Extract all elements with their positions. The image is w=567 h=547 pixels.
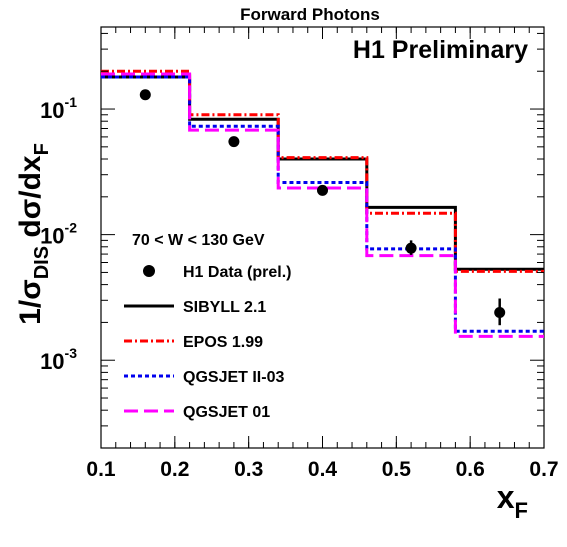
chart-title: Forward Photons xyxy=(240,5,380,24)
legend-label: QGSJET 01 xyxy=(183,404,270,421)
x-axis-label-main: x xyxy=(497,479,515,515)
data-point xyxy=(405,242,417,254)
y-tick-label: 10-3 xyxy=(40,345,77,374)
x-tick-label: 0.1 xyxy=(86,458,116,481)
data-points-layer xyxy=(139,89,506,326)
y-axis-label-sub2: F xyxy=(31,143,53,155)
y-axis-label-sub1: DIS xyxy=(31,246,53,279)
y-axis-label-mid: dσ/dx xyxy=(14,155,47,246)
data-point xyxy=(228,136,240,148)
data-point xyxy=(139,89,151,101)
x-tick-label: 0.6 xyxy=(456,458,485,481)
data-point xyxy=(494,306,506,318)
legend: H1 Data (prel.) SIBYLL 2.1 EPOS 1.99 QGSJET… xyxy=(124,264,291,421)
legend-label-data: H1 Data (prel.) xyxy=(183,264,291,281)
legend-marker-data xyxy=(143,265,155,277)
x-axis-label: xF xyxy=(497,479,528,523)
histogram-epos-1-99 xyxy=(101,69,544,273)
legend-label: EPOS 1.99 xyxy=(183,334,263,351)
histogram-layer xyxy=(101,69,544,338)
y-tick-label: 10-1 xyxy=(40,94,77,123)
x-tick-label: 0.7 xyxy=(529,458,558,481)
x-tick-label: 0.5 xyxy=(382,458,412,481)
data-point xyxy=(317,184,328,196)
x-axis-label-sub: F xyxy=(515,498,528,523)
y-axis-label: 1/σDIS dσ/dxF xyxy=(14,143,53,325)
x-tick-label: 0.4 xyxy=(308,458,338,481)
y-axis-label-prefix: 1/σ xyxy=(14,279,47,325)
annotation-h1-preliminary: H1 Preliminary xyxy=(353,36,528,64)
kinematic-cut-label: 70 < W < 130 GeV xyxy=(132,232,265,249)
legend-label: SIBYLL 2.1 xyxy=(183,299,266,316)
x-tick-label: 0.2 xyxy=(160,458,189,481)
axes-layer: 0.1 0.2 0.3 0.4 0.5 0.6 0.7 10-1 10-2 10-3 xyxy=(40,27,559,481)
x-tick-label: 0.3 xyxy=(234,458,263,481)
legend-label: QGSJET II-03 xyxy=(183,369,284,386)
y-tick-label: 10-2 xyxy=(40,220,77,249)
